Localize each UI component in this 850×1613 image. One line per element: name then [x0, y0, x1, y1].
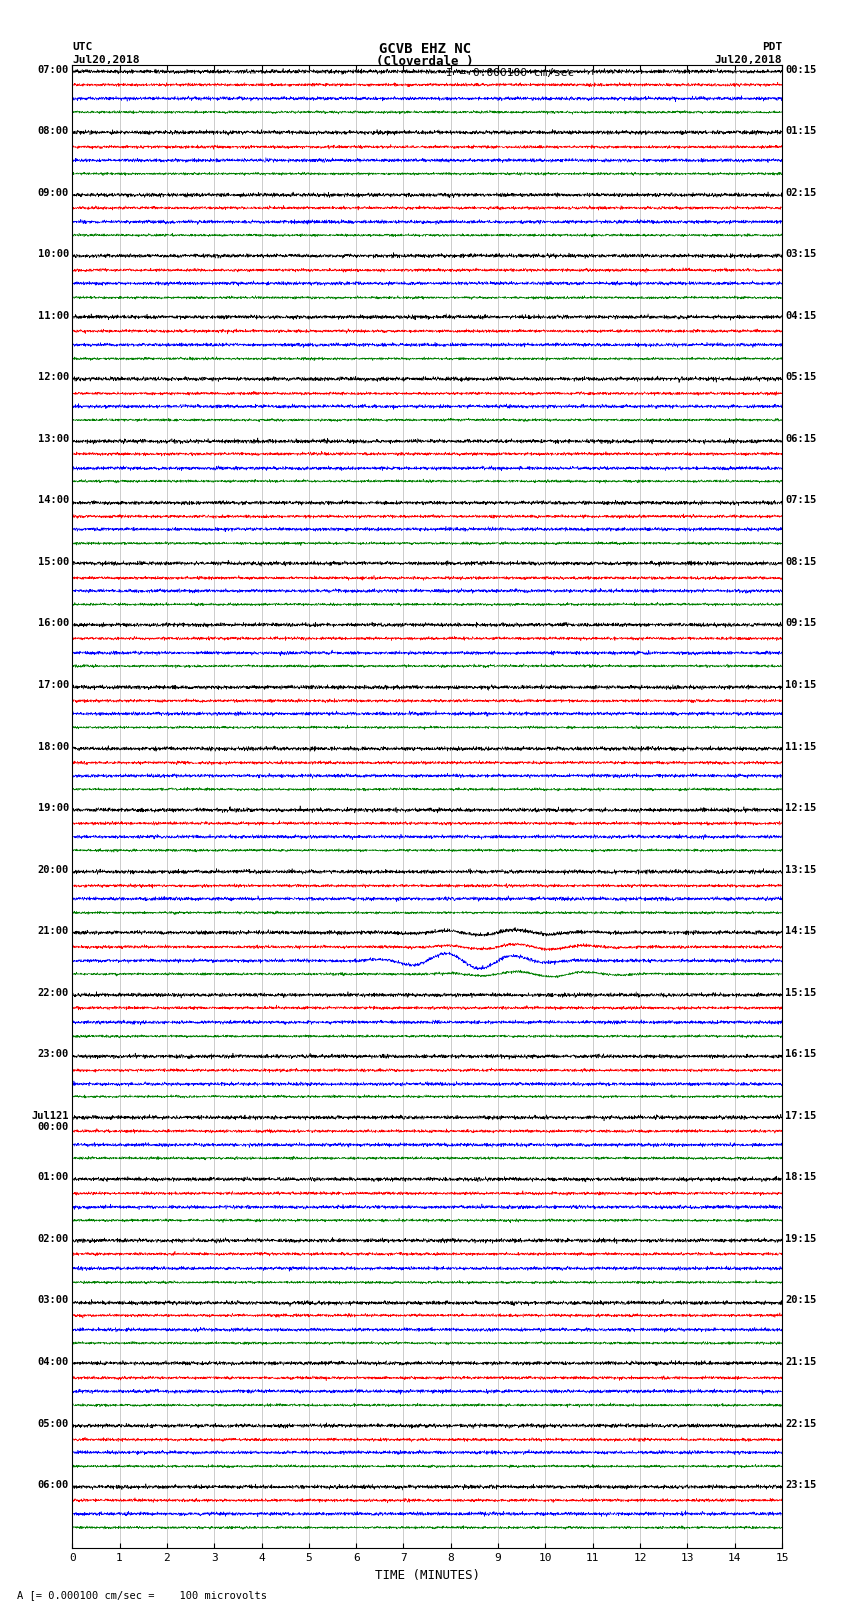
X-axis label: TIME (MINUTES): TIME (MINUTES) — [375, 1569, 479, 1582]
Text: Jul20,2018: Jul20,2018 — [715, 55, 782, 65]
Text: 00:15: 00:15 — [785, 65, 817, 74]
Text: 22:00: 22:00 — [37, 987, 69, 998]
Text: 06:00: 06:00 — [37, 1481, 69, 1490]
Text: 13:15: 13:15 — [785, 865, 817, 874]
Text: 12:15: 12:15 — [785, 803, 817, 813]
Text: Jul20,2018: Jul20,2018 — [72, 55, 139, 65]
Text: 14:00: 14:00 — [37, 495, 69, 505]
Text: 21:15: 21:15 — [785, 1357, 817, 1366]
Text: 20:15: 20:15 — [785, 1295, 817, 1305]
Text: PDT: PDT — [762, 42, 782, 52]
Text: 23:15: 23:15 — [785, 1481, 817, 1490]
Text: 16:00: 16:00 — [37, 618, 69, 629]
Text: 04:00: 04:00 — [37, 1357, 69, 1366]
Text: 15:15: 15:15 — [785, 987, 817, 998]
Text: 10:15: 10:15 — [785, 681, 817, 690]
Text: 01:00: 01:00 — [37, 1173, 69, 1182]
Text: 10:00: 10:00 — [37, 248, 69, 260]
Text: 16:15: 16:15 — [785, 1050, 817, 1060]
Text: A [= 0.000100 cm/sec =    100 microvolts: A [= 0.000100 cm/sec = 100 microvolts — [17, 1590, 267, 1600]
Text: I = 0.000100 cm/sec: I = 0.000100 cm/sec — [446, 68, 574, 77]
Text: 05:15: 05:15 — [785, 373, 817, 382]
Text: 19:15: 19:15 — [785, 1234, 817, 1244]
Text: 17:00: 17:00 — [37, 681, 69, 690]
Text: 12:00: 12:00 — [37, 373, 69, 382]
Text: 19:00: 19:00 — [37, 803, 69, 813]
Text: 13:00: 13:00 — [37, 434, 69, 444]
Text: 01:15: 01:15 — [785, 126, 817, 135]
Text: 09:00: 09:00 — [37, 187, 69, 198]
Text: 20:00: 20:00 — [37, 865, 69, 874]
Text: 08:00: 08:00 — [37, 126, 69, 135]
Text: 04:15: 04:15 — [785, 311, 817, 321]
Text: 07:00: 07:00 — [37, 65, 69, 74]
Text: 22:15: 22:15 — [785, 1418, 817, 1429]
Text: 21:00: 21:00 — [37, 926, 69, 936]
Text: 02:00: 02:00 — [37, 1234, 69, 1244]
Text: 06:15: 06:15 — [785, 434, 817, 444]
Text: (Cloverdale ): (Cloverdale ) — [377, 55, 473, 68]
Text: 07:15: 07:15 — [785, 495, 817, 505]
Text: 09:15: 09:15 — [785, 618, 817, 629]
Text: 15:00: 15:00 — [37, 556, 69, 566]
Text: 18:15: 18:15 — [785, 1173, 817, 1182]
Text: 18:00: 18:00 — [37, 742, 69, 752]
Text: 02:15: 02:15 — [785, 187, 817, 198]
Text: 05:00: 05:00 — [37, 1418, 69, 1429]
Text: 11:00: 11:00 — [37, 311, 69, 321]
Text: 11:15: 11:15 — [785, 742, 817, 752]
Text: 08:15: 08:15 — [785, 556, 817, 566]
Text: Jul121
00:00: Jul121 00:00 — [31, 1111, 69, 1132]
Text: UTC: UTC — [72, 42, 93, 52]
Text: 14:15: 14:15 — [785, 926, 817, 936]
Text: 23:00: 23:00 — [37, 1050, 69, 1060]
Text: 03:15: 03:15 — [785, 248, 817, 260]
Text: 03:00: 03:00 — [37, 1295, 69, 1305]
Text: 17:15: 17:15 — [785, 1111, 817, 1121]
Text: GCVB EHZ NC: GCVB EHZ NC — [379, 42, 471, 56]
